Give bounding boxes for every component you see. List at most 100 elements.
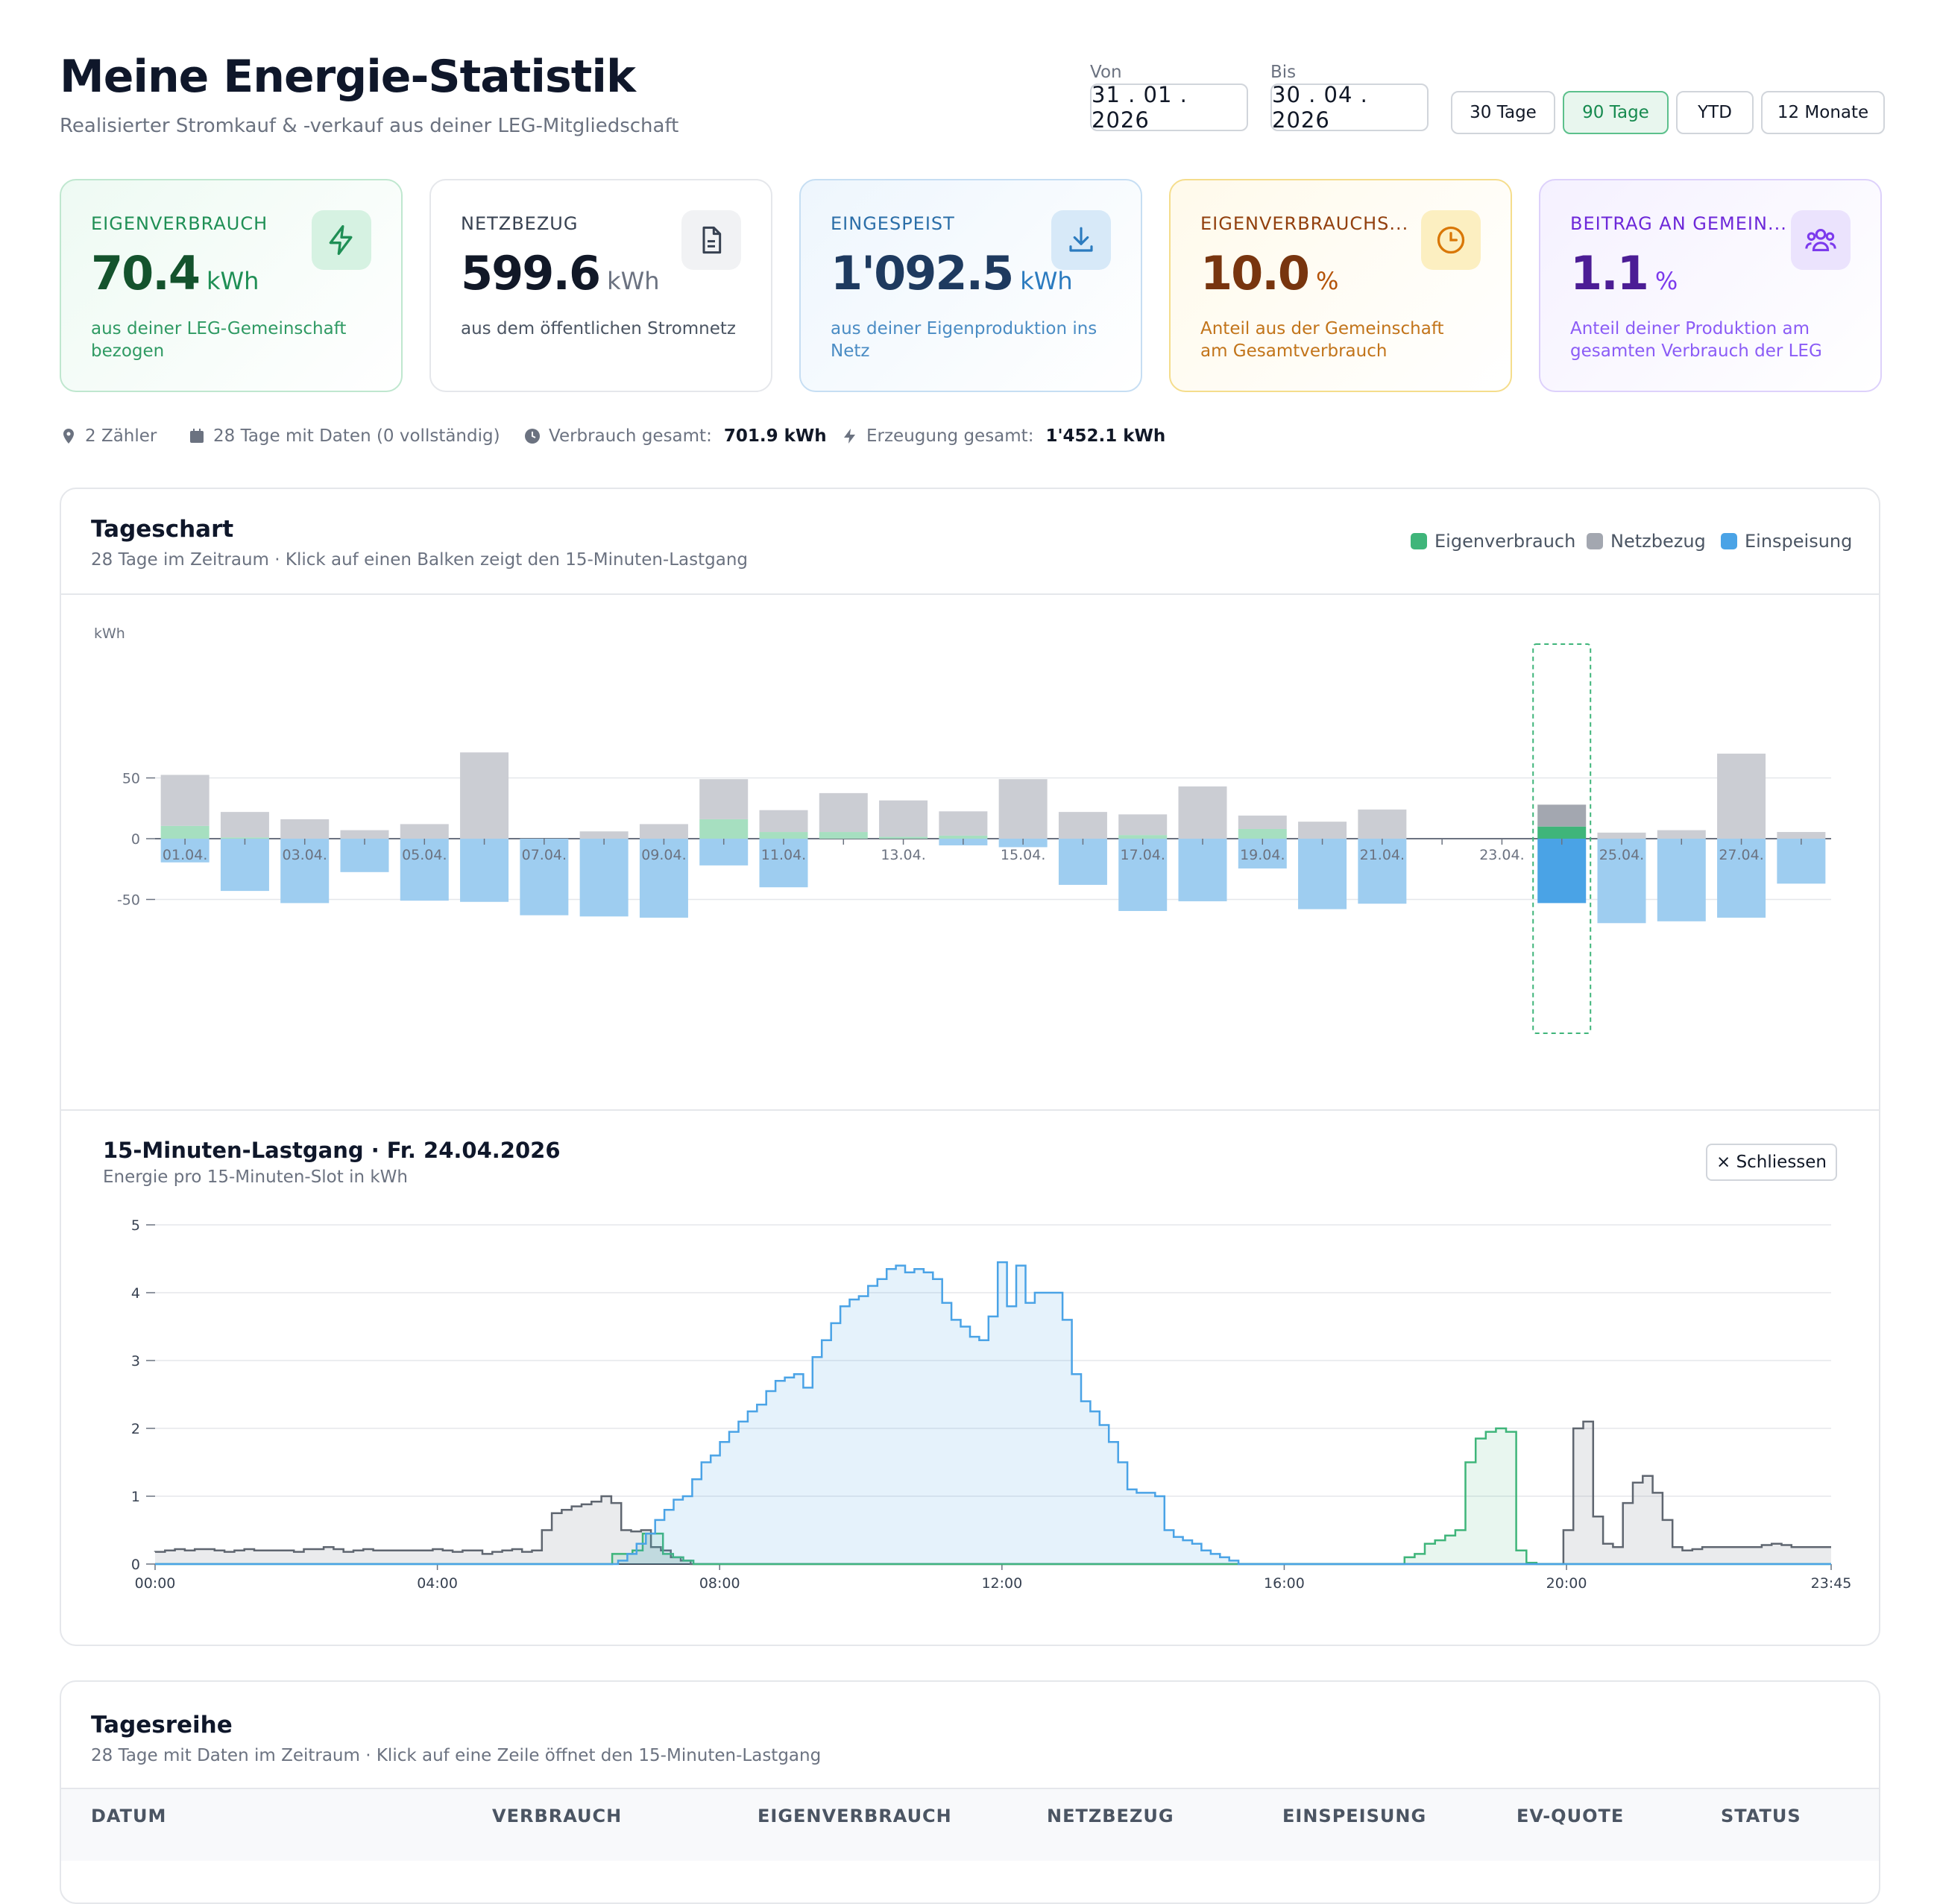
area-eigenverbrauch xyxy=(155,1428,1831,1564)
x-tick-label: 21.04. xyxy=(1360,847,1405,863)
x-tick-label: 19.04. xyxy=(1240,847,1285,863)
bar-netzbezug[interactable] xyxy=(939,811,988,836)
bar-netzbezug[interactable] xyxy=(1657,830,1706,839)
bar-einspeisung[interactable] xyxy=(520,839,569,915)
bar-netzbezug[interactable] xyxy=(280,819,330,839)
close-detail-button[interactable]: × Schliessen xyxy=(1706,1144,1837,1181)
range-12-months-button[interactable]: 12 Monate xyxy=(1761,91,1885,134)
bar-netzbezug[interactable] xyxy=(1238,816,1287,829)
column-header-verbrauch[interactable]: VERBRAUCH xyxy=(492,1806,623,1826)
bar-netzbezug[interactable] xyxy=(160,775,210,826)
bar-einspeisung[interactable] xyxy=(1657,839,1706,921)
bar-netzbezug[interactable] xyxy=(1298,822,1347,839)
meta-production-value: 1'452.1 kWh xyxy=(1045,426,1166,446)
bar-eigenverbrauch[interactable] xyxy=(1238,828,1287,839)
bar-eigenverbrauch[interactable] xyxy=(699,819,749,839)
daily-bar-chart[interactable]: 50 0 -50 kWh 01.04. 03.04. 05.04. 07.04. 09.04. 1… xyxy=(61,596,1879,1109)
download-icon xyxy=(1051,210,1111,270)
bar-netzbezug[interactable] xyxy=(639,824,688,839)
bar-eigenverbrauch[interactable] xyxy=(879,836,928,839)
bar-netzbezug[interactable] xyxy=(1178,786,1227,839)
kpi-card-beitrag-gemeinschaft: BEITRAG AN GEMEIN... 1.1% Anteil deiner … xyxy=(1539,179,1882,392)
range-90-days-button[interactable]: 90 Tage xyxy=(1563,91,1669,134)
legend-einspeisung: Einspeisung xyxy=(1721,531,1852,552)
column-header-eigenverbrauch[interactable]: EIGENVERBRAUCH xyxy=(758,1806,952,1826)
bar-eigenverbrauch[interactable] xyxy=(160,825,210,839)
column-header-netzbezug[interactable]: NETZBEZUG xyxy=(1047,1806,1174,1826)
bar-einspeisung[interactable] xyxy=(1298,839,1347,910)
detail-chart-title: 15-Minuten-Lastgang · Fr. 24.04.2026 xyxy=(103,1138,561,1163)
column-header-ev-quote[interactable]: EV-QUOTE xyxy=(1517,1806,1625,1826)
bar-einspeisung[interactable] xyxy=(1777,839,1826,884)
column-header-datum[interactable]: DATUM xyxy=(91,1806,167,1826)
x-tick-label: 17.04. xyxy=(1120,847,1165,863)
kpi-value: 1'092.5 xyxy=(831,246,1014,300)
detail-chart-subtitle: Energie pro 15-Minuten-Slot in kWh xyxy=(103,1167,409,1187)
bar-netzbezug[interactable] xyxy=(759,810,808,833)
bar-eigenverbrauch[interactable] xyxy=(1537,826,1587,839)
bar-netzbezug[interactable] xyxy=(879,800,928,837)
bar-eigenverbrauch[interactable] xyxy=(220,837,269,839)
users-icon xyxy=(1791,210,1851,270)
y-tick-label: 1 xyxy=(131,1489,140,1505)
kpi-description: aus deiner LEG-Gemeinschaft bezogen xyxy=(91,319,347,361)
area-netzbezug xyxy=(155,1421,1831,1564)
bar-eigenverbrauch[interactable] xyxy=(759,832,808,839)
y-tick-label: 2 xyxy=(131,1421,140,1437)
document-icon xyxy=(681,210,741,270)
column-header-status[interactable]: STATUS xyxy=(1721,1806,1801,1826)
bar-eigenverbrauch[interactable] xyxy=(819,832,868,839)
bar-netzbezug[interactable] xyxy=(460,752,509,839)
bar-einspeisung[interactable] xyxy=(1118,839,1168,911)
bar-netzbezug[interactable] xyxy=(400,824,449,839)
from-date-input[interactable]: 31 . 01 . 2026 xyxy=(1090,82,1248,133)
x-tick-label: 27.04. xyxy=(1719,847,1763,863)
bar-eigenverbrauch[interactable] xyxy=(1118,835,1168,839)
bar-einspeisung[interactable] xyxy=(1178,839,1227,901)
bar-einspeisung[interactable] xyxy=(759,839,808,888)
bar-netzbezug[interactable] xyxy=(1777,832,1826,839)
bar-netzbezug[interactable] xyxy=(1537,804,1587,827)
column-header-einspeisung[interactable]: EINSPEISUNG xyxy=(1282,1806,1427,1826)
bar-einspeisung[interactable] xyxy=(220,839,269,892)
range-30-days-button[interactable]: 30 Tage xyxy=(1451,91,1555,134)
chart-panel xyxy=(60,488,1880,1646)
kpi-card-eigenverbrauch: EIGENVERBRAUCH 70.4 kWh aus deiner LEG-Ge… xyxy=(60,179,403,392)
kpi-card-eigenverbrauchsquote: EIGENVERBRAUCHS... 10.0% Anteil aus der … xyxy=(1169,179,1512,392)
bar-einspeisung[interactable] xyxy=(400,839,449,901)
range-ytd-button[interactable]: YTD xyxy=(1676,91,1754,134)
y-tick-label: 0 xyxy=(131,831,140,848)
bar-netzbezug[interactable] xyxy=(1058,812,1107,839)
y-tick-label: 3 xyxy=(131,1353,140,1369)
bar-einspeisung[interactable] xyxy=(1597,839,1646,924)
table-title: Tagesreihe xyxy=(91,1712,233,1738)
meta-consumption: Verbrauch gesamt: 701.9 kWh xyxy=(523,426,827,446)
bar-netzbezug[interactable] xyxy=(579,831,629,839)
bar-einspeisung[interactable] xyxy=(1717,839,1766,918)
x-tick-label: 20:00 xyxy=(1546,1575,1587,1592)
bar-netzbezug[interactable] xyxy=(998,779,1048,839)
bar-netzbezug[interactable] xyxy=(699,779,749,819)
area-einspeisung xyxy=(155,1262,1831,1564)
legend-swatch xyxy=(1587,533,1603,549)
bar-einspeisung[interactable] xyxy=(1537,839,1587,904)
bar-einspeisung[interactable] xyxy=(639,839,688,918)
bar-netzbezug[interactable] xyxy=(1597,832,1646,839)
bar-netzbezug[interactable] xyxy=(340,830,389,839)
bar-einspeisung[interactable] xyxy=(280,839,330,904)
bar-netzbezug[interactable] xyxy=(1717,753,1766,839)
bar-netzbezug[interactable] xyxy=(819,792,868,833)
bar-netzbezug[interactable] xyxy=(220,812,269,838)
meta-consumption-value: 701.9 kWh xyxy=(723,426,827,446)
bar-netzbezug[interactable] xyxy=(1118,814,1168,836)
table-header xyxy=(61,1788,1879,1861)
bar-einspeisung[interactable] xyxy=(1358,839,1407,904)
bar-eigenverbrauch[interactable] xyxy=(939,835,988,839)
bar-einspeisung[interactable] xyxy=(1058,839,1107,885)
bar-netzbezug[interactable] xyxy=(1358,809,1407,839)
to-date-input[interactable]: 30 . 04 . 2026 xyxy=(1270,82,1429,133)
kpi-card-netzbezug: NETZBEZUG 599.6 kWh aus dem öffentlichen … xyxy=(429,179,772,392)
bar-einspeisung[interactable] xyxy=(579,839,629,917)
kpi-label: NETZBEZUG xyxy=(461,213,579,234)
bar-einspeisung[interactable] xyxy=(460,839,509,902)
